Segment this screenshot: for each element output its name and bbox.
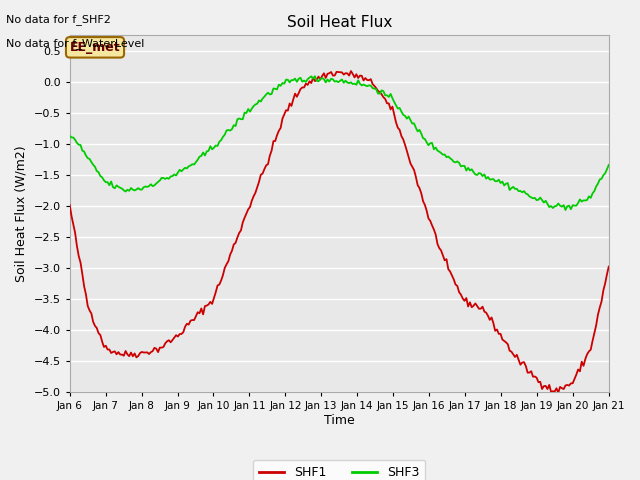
- Title: Soil Heat Flux: Soil Heat Flux: [287, 15, 392, 30]
- Text: No data for f_SHF2: No data for f_SHF2: [6, 14, 111, 25]
- Y-axis label: Soil Heat Flux (W/m2): Soil Heat Flux (W/m2): [15, 145, 28, 282]
- Legend: SHF1, SHF3: SHF1, SHF3: [253, 460, 426, 480]
- X-axis label: Time: Time: [324, 414, 355, 427]
- Text: EE_met: EE_met: [70, 41, 120, 54]
- Text: No data for f_WaterLevel: No data for f_WaterLevel: [6, 38, 145, 49]
